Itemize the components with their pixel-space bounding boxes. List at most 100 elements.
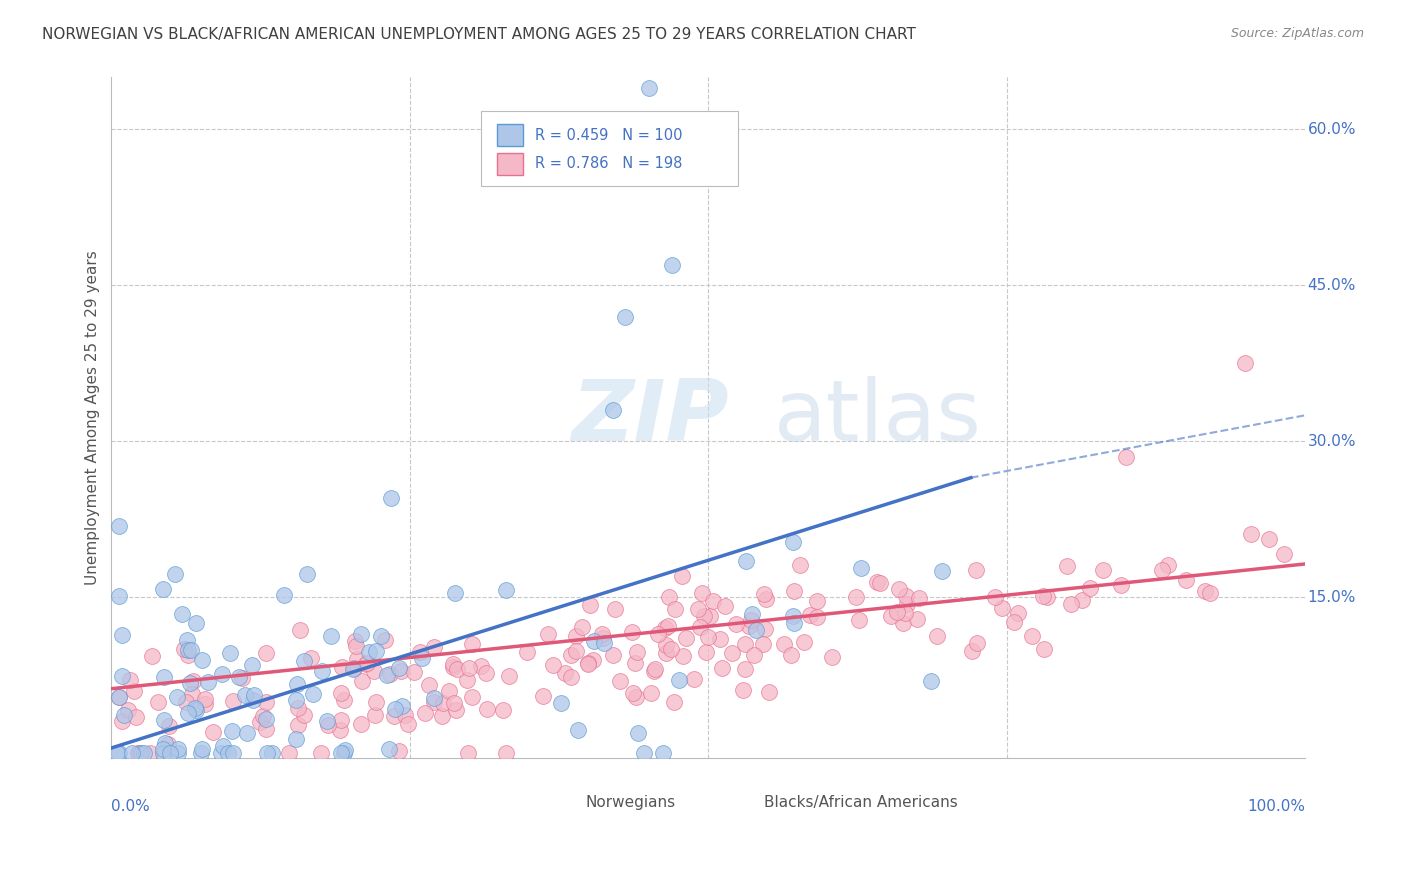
Point xyxy=(1258,532,1281,546)
Point xyxy=(290,623,312,637)
Point xyxy=(654,621,676,635)
Point xyxy=(457,746,479,760)
Point xyxy=(495,583,517,598)
Point xyxy=(1115,450,1137,464)
Point xyxy=(370,629,392,643)
Point xyxy=(1272,547,1295,561)
Point xyxy=(235,688,257,702)
Point xyxy=(240,657,263,672)
Point xyxy=(159,746,181,760)
Point xyxy=(709,632,731,646)
Point xyxy=(789,558,811,572)
Point xyxy=(446,662,468,676)
Point xyxy=(273,588,295,602)
Point xyxy=(640,686,662,700)
Point xyxy=(602,648,624,663)
Point xyxy=(285,693,308,707)
Point xyxy=(242,688,264,702)
Point xyxy=(880,609,903,624)
Point xyxy=(664,602,686,616)
Point xyxy=(1091,563,1114,577)
Point xyxy=(848,613,870,627)
Point xyxy=(592,631,614,645)
Point xyxy=(657,618,679,632)
Point xyxy=(333,693,356,707)
Point xyxy=(745,624,768,638)
Point xyxy=(156,738,179,752)
Text: Blacks/African Americans: Blacks/African Americans xyxy=(765,795,957,810)
Text: 60.0%: 60.0% xyxy=(1308,122,1355,136)
Point xyxy=(378,742,401,756)
Point xyxy=(184,703,207,717)
Point xyxy=(153,713,176,727)
Point xyxy=(364,708,387,723)
Point xyxy=(886,605,908,619)
Point xyxy=(647,627,669,641)
Point xyxy=(683,672,706,686)
Point xyxy=(297,567,319,582)
Point xyxy=(411,651,433,665)
Point xyxy=(689,620,711,634)
Point xyxy=(423,695,446,709)
Point xyxy=(209,746,232,760)
Point xyxy=(292,708,315,723)
Text: 15.0%: 15.0% xyxy=(1308,590,1355,605)
Point xyxy=(582,653,605,667)
Point xyxy=(153,670,176,684)
Point xyxy=(894,607,917,621)
Point xyxy=(111,714,134,728)
Point xyxy=(662,695,685,709)
Point xyxy=(287,717,309,731)
Point xyxy=(444,703,467,717)
Point xyxy=(329,686,352,700)
Point xyxy=(134,746,156,760)
Text: atlas: atlas xyxy=(773,376,981,459)
Point xyxy=(755,591,778,606)
Point xyxy=(152,746,174,760)
Point xyxy=(668,673,690,687)
Point xyxy=(356,656,378,670)
Point xyxy=(256,722,278,736)
Point xyxy=(724,616,747,631)
Point xyxy=(404,665,426,679)
Point xyxy=(333,746,356,760)
Point xyxy=(176,706,198,721)
Point xyxy=(418,678,440,692)
Point xyxy=(394,707,416,722)
Point xyxy=(378,667,401,681)
Point xyxy=(960,644,983,658)
Point xyxy=(222,693,245,707)
Point xyxy=(1021,629,1043,643)
Point xyxy=(111,669,134,683)
Point xyxy=(129,746,152,760)
Point xyxy=(734,662,756,676)
Point xyxy=(620,625,643,640)
Point xyxy=(1031,589,1053,603)
Point xyxy=(256,746,278,760)
Point xyxy=(184,701,207,715)
Point xyxy=(1036,590,1059,604)
Point xyxy=(644,662,666,676)
Point xyxy=(457,661,479,675)
Point xyxy=(125,710,148,724)
Point xyxy=(285,677,308,691)
Point xyxy=(966,636,988,650)
Point xyxy=(1056,558,1078,573)
Point xyxy=(721,646,744,660)
Point xyxy=(177,643,200,657)
Point xyxy=(396,717,419,731)
Point xyxy=(167,742,190,756)
Point xyxy=(613,310,636,324)
Point xyxy=(845,590,868,604)
Text: 45.0%: 45.0% xyxy=(1308,277,1355,293)
Point xyxy=(737,618,759,632)
Point xyxy=(1157,558,1180,572)
Point xyxy=(108,690,131,704)
Text: Source: ZipAtlas.com: Source: ZipAtlas.com xyxy=(1230,27,1364,40)
Point xyxy=(443,696,465,710)
Point xyxy=(176,633,198,648)
Point xyxy=(592,636,614,650)
Point xyxy=(441,657,464,672)
Point xyxy=(128,746,150,760)
Point xyxy=(699,609,721,624)
